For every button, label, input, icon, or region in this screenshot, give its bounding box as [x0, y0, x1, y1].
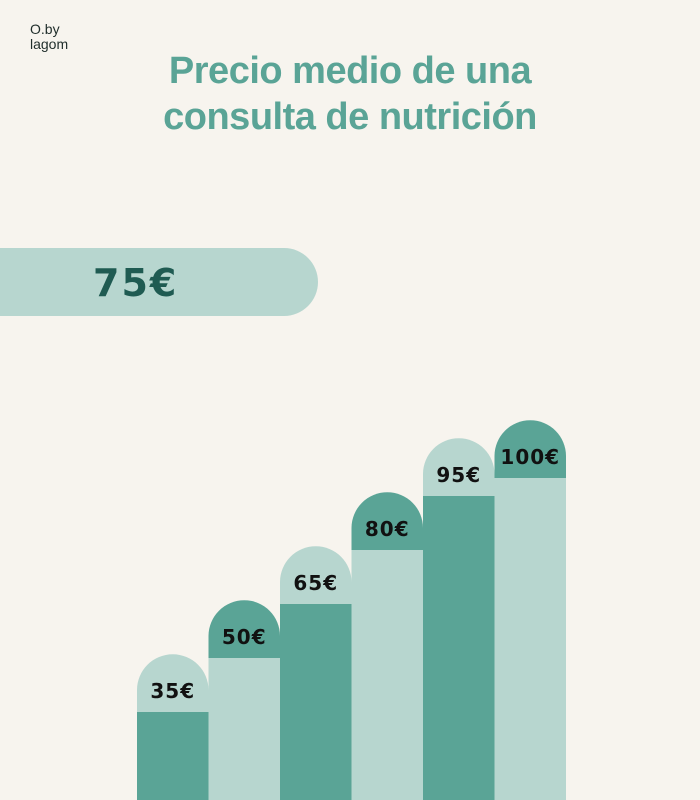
bar-cap: [494, 420, 566, 478]
brand-logo: O.by lagom: [30, 22, 68, 52]
bar-3: 65€: [280, 546, 352, 800]
bar-body: [208, 658, 280, 800]
bar-cap: [351, 492, 423, 550]
brand-logo-line1: O.by: [30, 21, 60, 37]
bar-4: 80€: [351, 492, 423, 800]
bar-value-label: 100€: [500, 445, 560, 469]
bar-value-label: 80€: [365, 517, 410, 541]
bar-value-label: 95€: [436, 463, 481, 487]
title-line1: Precio medio de una: [168, 50, 532, 92]
average-price-pill: [0, 248, 318, 316]
bar-value-label: 35€: [150, 679, 195, 703]
bar-cap: [423, 438, 495, 496]
page-title: Precio medio de una consulta de nutrició…: [0, 48, 700, 140]
bar-body: [137, 712, 209, 800]
bar-6: 100€: [494, 420, 566, 800]
average-price-value: 75€: [93, 261, 179, 305]
title-line2: consulta de nutrición: [163, 96, 537, 138]
bar-1: 35€: [137, 654, 209, 800]
bar-cap: [137, 654, 209, 712]
bar-value-label: 65€: [293, 571, 338, 595]
bar-value-label: 50€: [222, 625, 267, 649]
bar-5: 95€: [423, 438, 495, 800]
bar-body: [351, 550, 423, 800]
bar-body: [494, 478, 566, 800]
bar-body: [423, 496, 495, 800]
brand-logo-line2: lagom: [30, 36, 69, 52]
bar-2: 50€: [208, 600, 280, 800]
bar-cap: [208, 600, 280, 658]
bar-cap: [280, 546, 352, 604]
bar-body: [280, 604, 352, 800]
